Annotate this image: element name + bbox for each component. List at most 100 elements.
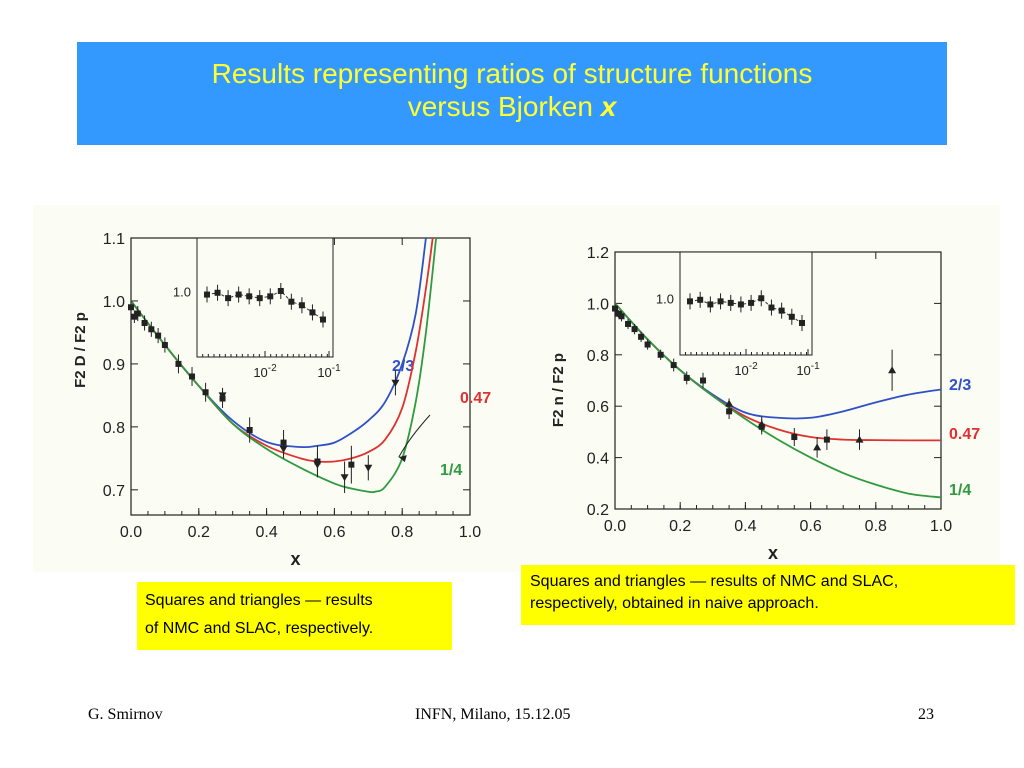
chart1-x-tick-label: 0.2	[188, 524, 210, 541]
note-left-line-1: Squares and triangles — results	[145, 592, 373, 609]
chart2-nmc-square-point	[618, 313, 625, 320]
chart1-nmc-square-point	[148, 326, 155, 333]
chart1-y-tick-label: 0.7	[103, 483, 125, 500]
chart1-nmc-square-point	[131, 313, 138, 320]
chart2-inset-point	[717, 298, 724, 305]
chart2-inset-point	[737, 301, 744, 308]
chart1-inset-y-tick-label: 1.0	[173, 285, 191, 300]
chart1-nmc-square-point	[141, 319, 148, 326]
chart2-nmc-square-point	[638, 333, 645, 340]
title-variable: x	[600, 91, 617, 122]
chart1-slac-triangle-point	[391, 379, 400, 387]
chart2-series-label: 1/4	[949, 482, 971, 499]
chart1-annotation-arrowhead	[398, 455, 407, 463]
chart1-nmc-square-point	[246, 427, 253, 434]
chart2-y-tick-label: 0.4	[587, 451, 609, 468]
chart2-slac-triangle-point	[813, 443, 822, 451]
chart1-series-label: 0.47	[460, 390, 491, 407]
chart1-series-line-1-4	[131, 238, 437, 494]
chart2-series-label: 2/3	[949, 377, 971, 394]
chart1-x-tick-label: 0.4	[255, 524, 277, 541]
chart2-inset-x-tick-label: 10-2	[734, 361, 758, 378]
chart2-x-axis-label: x	[768, 543, 778, 563]
chart2-nmc-square-point	[612, 305, 618, 312]
chart1-annotation-arrow	[398, 414, 431, 458]
figure-panel: 0.0 0.2 0.4 0.6 0.8 1.0 0.7 0.8 0.9 1.0 1.1 x F2 D /…	[33, 205, 1000, 572]
chart2-inset-tick-exponent: -2	[749, 361, 758, 372]
chart1-slac-triangle-point	[313, 461, 322, 469]
chart1-x-tick-label: 0.6	[323, 524, 345, 541]
chart2-nmc-square-point	[615, 310, 622, 317]
title-line-1: Results representing ratios of structure…	[211, 58, 813, 89]
chart1-y-tick-label: 1.1	[103, 231, 125, 248]
chart2-nmc-square-point	[657, 351, 664, 358]
footer-venue: INFN, Milano, 15.12.05	[415, 706, 571, 723]
chart2-series-line-1-4	[615, 302, 941, 499]
chart1-inset-point	[277, 287, 284, 294]
chart2-nmc-square-point	[670, 362, 677, 369]
chart2-nmc-square-point	[726, 408, 733, 415]
slide-title: Results representing ratios of structure…	[77, 42, 947, 145]
chart2-slac-triangle-point	[757, 420, 766, 428]
chart2-inset-point	[778, 307, 785, 314]
chart2-inset-point	[748, 299, 755, 306]
chart1-y-axis-label: F2 D / F2 p	[72, 312, 89, 388]
chart1-series-label: 1/4	[440, 462, 462, 479]
chart1-inset-point	[235, 291, 242, 298]
chart2-x-tick-label: 0.4	[734, 518, 756, 535]
chart1-nmc-square-point	[161, 342, 168, 349]
chart1-inset-x-tick-label: 10-1	[317, 363, 341, 380]
chart1-inset-tick-exponent: -2	[268, 363, 277, 374]
note-left: Squares and triangles — results of NMC a…	[137, 582, 452, 650]
chart1-nmc-square-point	[189, 373, 196, 380]
chart2-x-tick-label: 0.0	[604, 518, 626, 535]
chart2-inset-point	[697, 296, 704, 303]
chart2-x-tick-label: 0.6	[799, 518, 821, 535]
footer-page-number: 23	[918, 706, 934, 723]
chart1-inset-point	[256, 295, 263, 302]
note-right: Squares and triangles — results of NMC a…	[521, 565, 1015, 625]
chart2-y-tick-label: 0.2	[587, 502, 609, 519]
chart1-inset-point	[225, 295, 232, 302]
chart1-y-tick-label: 0.9	[103, 357, 125, 374]
chart1-nmc-square-point	[128, 304, 134, 311]
chart1-inset-point	[288, 298, 295, 305]
title-line-2: versus Bjorken x	[77, 90, 947, 123]
chart2-y-tick-label: 0.8	[587, 348, 609, 365]
footer-author: G. Smirnov	[88, 706, 163, 723]
chart2-nmc-square-point	[644, 341, 651, 348]
chart2-slac-triangle-point	[855, 435, 864, 443]
chart1-inset-point	[246, 293, 253, 300]
chart1-x-tick-label: 0.8	[391, 524, 413, 541]
chart2-y-tick-label: 0.6	[587, 399, 609, 416]
chart2-series-label: 0.47	[949, 426, 980, 443]
chart2-x-tick-label: 1.0	[930, 518, 952, 535]
chart1-inset-point	[267, 293, 274, 300]
note-right-line-1: Squares and triangles — results of NMC a…	[530, 573, 899, 590]
chart2-inset-point	[707, 301, 714, 308]
chart1-slac-triangle-point	[340, 474, 349, 482]
chart1-nmc-square-point	[348, 461, 355, 468]
chart2-y-tick-label: 1.2	[587, 245, 609, 262]
chart2-nmc-square-point	[625, 320, 632, 327]
chart1-nmc-square-point	[134, 310, 141, 317]
chart1-slac-triangle-point	[218, 392, 227, 400]
chart2-inset-tick-exponent: -1	[811, 361, 820, 372]
chart1-nmc-square-point	[175, 360, 182, 367]
chart2-nmc-square-point	[683, 374, 690, 381]
chart2-x-tick-label: 0.2	[669, 518, 691, 535]
chart2-inset-point	[799, 319, 805, 326]
chart1-slac-triangle-point	[364, 464, 373, 472]
chart2-inset-point	[768, 304, 775, 311]
note-right-line-2: respectively, obtained in naive approach…	[530, 595, 819, 612]
chart1-nmc-square-point	[202, 389, 209, 396]
chart2-inset-x-tick-label: 10-1	[796, 361, 820, 378]
chart2-y-tick-label: 1.0	[587, 296, 609, 313]
chart2-nmc-square-point	[700, 377, 707, 384]
chart1-inset-point	[309, 309, 316, 316]
chart2-nmc-square-point	[823, 436, 830, 443]
chart2-slac-triangle-point	[888, 366, 897, 374]
chart1-series-label: 2/3	[392, 358, 414, 375]
chart1-slac-triangle-point	[279, 445, 288, 453]
